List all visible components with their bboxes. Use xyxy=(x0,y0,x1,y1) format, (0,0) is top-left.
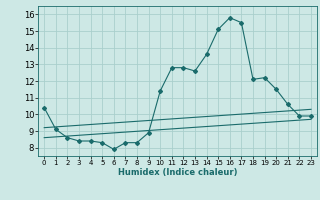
X-axis label: Humidex (Indice chaleur): Humidex (Indice chaleur) xyxy=(118,168,237,177)
